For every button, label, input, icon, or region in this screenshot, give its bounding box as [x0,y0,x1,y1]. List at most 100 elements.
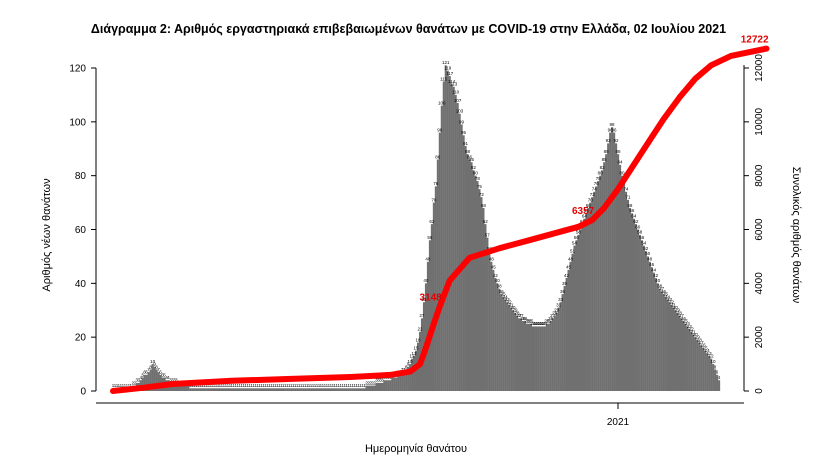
bar [424,283,428,391]
bar-data-label: 24 [540,321,546,326]
bar-data-label: 1 [116,383,119,388]
bar [470,162,473,391]
bar-data-label: 48 [489,257,495,262]
y2-tick-label: 4000 [754,272,765,295]
bar [581,224,584,391]
bar [187,385,190,391]
bar [264,388,267,391]
bar [478,189,481,391]
bar [704,350,707,391]
bar [605,154,608,391]
bar [460,124,463,392]
bar-data-label: 1 [254,383,257,388]
bar [280,388,283,391]
bar-data-label: 1 [126,383,129,388]
bar-data-label: 14 [705,348,711,353]
bar [517,318,521,391]
bar-data-label: 3 [173,378,176,383]
bar-data-label: 1 [294,383,297,388]
bar [680,318,683,391]
bar [615,143,618,391]
bar-data-label: 64 [582,214,588,219]
bar-data-label: 1 [304,383,307,388]
bar [613,132,616,391]
bar [397,374,400,391]
bar [696,339,699,391]
bar-data-label: 10 [150,359,156,364]
bar-data-label: 24 [532,321,538,326]
bar-data-label: 1 [209,383,212,388]
bar-data-label: 46 [649,262,655,267]
bar-data-label: 1 [256,383,259,388]
bar-data-label: 1 [300,383,303,388]
bar-data-label: 1 [339,383,342,388]
y2-tick-label: 8000 [754,164,765,187]
bar [315,388,319,391]
bar [646,256,649,391]
bar-data-label: 12 [410,354,416,359]
bar [577,234,580,391]
bar [181,385,184,391]
bar-data-label: 1 [197,383,200,388]
bar [678,315,681,391]
bar [620,175,624,391]
bar-data-label: 1 [130,383,133,388]
bar-data-label: 1 [120,383,123,388]
bar-data-label: 1 [217,383,220,388]
bottom-axis-ticks: 2021 [607,403,630,428]
bar [624,191,628,391]
bar [254,388,257,391]
bar [195,388,198,391]
bar-data-label: 15 [703,345,709,350]
bar [500,294,503,391]
bar-data-label: 8 [714,364,717,369]
bar [543,326,546,391]
bar-data-label: 24 [538,321,544,326]
bar [569,261,572,391]
bar [238,388,241,391]
y2-tick-label: 0 [754,388,765,394]
bar-data-label: 1 [334,383,337,388]
bar-data-label: 18 [415,337,421,342]
bar-data-label: 1 [112,383,115,388]
bar-data-label: 1 [118,383,121,388]
bar [413,356,416,391]
bar [597,181,600,391]
bar-data-label: 2 [367,380,370,385]
bar-data-label: 22 [689,327,695,332]
cumulative-line [110,45,770,394]
bar [242,388,245,391]
bar-data-label: 40 [655,278,661,283]
bar-data-label: 27 [518,313,524,318]
chart-title: Διάγραμμα 2: Αριθμός εργαστηριακά επιβεβ… [90,22,727,36]
bar [395,377,398,391]
y-tick-label: 60 [75,225,87,236]
bar-data-label: 24 [534,321,540,326]
bar-data-label: 1 [242,383,245,388]
bar [531,326,534,391]
bar [537,326,540,391]
bar-data-label: 92 [614,138,620,143]
bar-data-label: 1 [353,383,356,388]
bar-data-label: 1 [343,383,346,388]
bar [197,388,200,391]
bar-data-label: 56 [574,235,580,240]
bar-data-label: 1 [290,383,293,388]
bar [634,224,637,391]
bar [571,253,574,391]
bar-data-label: 96 [612,127,618,132]
bar [205,388,208,391]
bar-data-label: 3 [171,378,174,383]
bar-data-label: 1 [227,383,230,388]
bar [224,388,228,391]
bar-data-label: 78 [475,176,481,181]
bar [508,304,511,391]
bar [587,207,590,391]
bar-data-label: 68 [627,203,633,208]
bar-data-label: 85 [469,157,475,162]
bar-data-label: 31 [556,302,562,307]
bar [361,388,364,391]
bar [559,302,562,391]
bar [708,356,711,391]
